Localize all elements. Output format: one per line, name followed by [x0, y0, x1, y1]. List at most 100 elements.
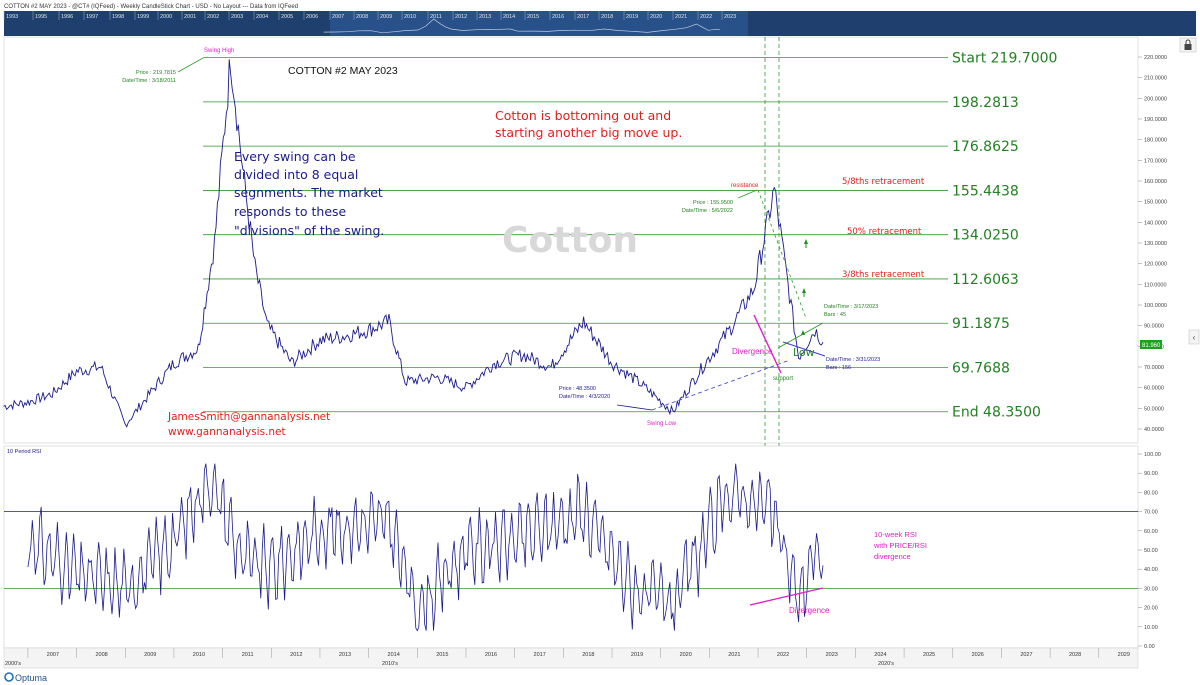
swing-note-4: responds to these: [234, 204, 347, 219]
rsi-y-tick-label: 90.00: [1144, 471, 1158, 477]
rsi-note-1: 10-week RSI: [874, 530, 917, 539]
rsi-note-2: with PRICE/RSI: [873, 541, 927, 550]
navigator-year-label: 2012: [455, 14, 467, 20]
price-y-tick-label: 100.0000: [1144, 303, 1167, 309]
gann-levels: Start 219.7000 198.2813 176.8625 155.4438 13…: [203, 51, 1057, 421]
rsi-y-tick-label: 0.00: [1144, 644, 1155, 650]
rsi-y-tick-label: 60.00: [1144, 529, 1158, 535]
price-y-tick-label: 60.0000: [1144, 386, 1164, 392]
swing-note-2: divided into 8 equal: [234, 167, 358, 182]
price-y-tick-label: 190.0000: [1144, 117, 1167, 123]
retracement-50-label: 50% retracement: [847, 227, 922, 237]
swing-note-5: "divisions" of the swing.: [234, 223, 384, 238]
retracement-38-label: 3/8ths retracement: [842, 270, 925, 280]
up-arrow-1: [804, 239, 808, 244]
navigator-years: 1993 1995 1996 1997 1998 1999 2000 2001 2002 2003…: [3, 11, 736, 20]
time-year-label: 2024: [874, 652, 886, 658]
last-price-label: 81.960: [1142, 343, 1161, 349]
contact-email[interactable]: JamesSmith@gannanalysis.net: [167, 411, 330, 423]
time-year-label: 2017: [534, 652, 546, 658]
contact-website[interactable]: www.gannanalysis.net: [168, 426, 286, 438]
low-label: Low: [793, 346, 815, 359]
swing-note-1: Every swing can be: [234, 149, 356, 164]
price-y-tick-label: 120.0000: [1144, 262, 1167, 268]
price-series: [3, 57, 824, 428]
time-year-label: 2008: [95, 652, 107, 658]
navigator-year-label: 2018: [601, 14, 613, 20]
navigator-year-label: 2016: [552, 14, 564, 20]
navigator-window[interactable]: [330, 11, 748, 36]
time-year-label: 2014: [388, 652, 400, 658]
optuma-logo: Optuma: [4, 672, 47, 683]
decade-label-2010s: 2010's: [382, 661, 398, 667]
navigator-year-label: 1997: [86, 14, 98, 20]
navigator-year-label: 2009: [380, 14, 392, 20]
level-label: 112.6063: [952, 272, 1019, 288]
navigator-year-label: 2011: [430, 14, 442, 20]
rsi-y-axis: 100.00 90.00 80.00 70.00 60.00 50.00 40.00 30.0…: [1138, 452, 1161, 650]
navigator-year-label: 1996: [61, 14, 73, 20]
retracement-58-label: 5/8ths retracement: [842, 177, 925, 187]
price-y-tick-label: 130.0000: [1144, 241, 1167, 247]
swing-high-label: Swing High: [204, 48, 234, 54]
price-y-tick-label: 110.0000: [1144, 282, 1167, 288]
rsi-title: 10 Period RSI: [7, 449, 42, 455]
price-y-axis: 220.0000 210.0000 200.0000 190.0000 180.0000…: [1138, 55, 1167, 433]
price-y-tick-label: 150.0000: [1144, 200, 1167, 206]
swing-low-label: Swing Low: [647, 421, 677, 427]
navigator-year-label: 2020: [650, 14, 662, 20]
swing-low-pointer: [616, 404, 653, 411]
navigator-year-label: 2006: [306, 14, 318, 20]
rsi-y-tick-label: 100.00: [1144, 452, 1161, 458]
bars-a-date: Date/Time : 3/17/2023: [824, 304, 878, 310]
rsi-panel: [3, 445, 1139, 649]
rsi-note-3: divergence: [874, 552, 911, 561]
price-y-tick-label: 220.0000: [1144, 55, 1167, 61]
time-year-label: 2023: [826, 652, 838, 658]
navigator-year-label: 2001: [184, 14, 196, 20]
panel-collapse-button[interactable]: [1188, 329, 1200, 345]
rsi-series: [27, 463, 824, 632]
bars-a-count: Bars : 45: [824, 312, 846, 318]
time-year-label: 2020: [680, 652, 692, 658]
level-label: 91.1875: [952, 316, 1010, 332]
divergence-price-label: Divergence: [732, 347, 773, 356]
rsi-y-tick-label: 30.00: [1144, 586, 1158, 592]
navigator-year-label: 2014: [503, 14, 515, 20]
divergence-price-line: [753, 314, 782, 374]
level-label: 69.7688: [952, 360, 1010, 376]
time-year-label: 2016: [485, 652, 497, 658]
time-year-label: 2013: [339, 652, 351, 658]
navigator-year-label: 2017: [577, 14, 589, 20]
trend-line-blue-dashed: [651, 359, 791, 411]
price-y-tick-label: 160.0000: [1144, 179, 1167, 185]
time-year-label: 2015: [436, 652, 448, 658]
price-panel: [3, 36, 1139, 444]
price-line: [3, 59, 824, 428]
navigator-year-label: 2004: [256, 14, 268, 20]
last-price-marker: [1140, 340, 1162, 349]
up-arrow-2: [802, 288, 806, 293]
chart-title: COTTON #2 MAY 2023: [288, 65, 398, 77]
bars-line-down: [782, 341, 826, 357]
time-year-label: 2029: [1118, 652, 1130, 658]
time-year-label: 2009: [144, 652, 156, 658]
rsi-y-tick-label: 40.00: [1144, 567, 1158, 573]
lock-icon: [1184, 39, 1192, 50]
rsi-y-tick-label: 70.00: [1144, 510, 1158, 516]
watermark: Cotton: [502, 220, 638, 261]
chevron-left-icon: ‹: [1193, 333, 1196, 342]
time-year-label: 2012: [290, 652, 302, 658]
navigator-year-label: 2015: [527, 14, 539, 20]
swing-high-date: Date/Time : 3/18/2011: [122, 78, 176, 84]
resistance-label: resistance: [731, 183, 759, 189]
level-label: 134.0250: [952, 228, 1019, 244]
price-y-tick-label: 170.0000: [1144, 158, 1167, 164]
price-y-tick-label: 90.0000: [1144, 324, 1164, 330]
rsi-y-tick-label: 80.00: [1144, 490, 1158, 496]
swing-low-date: Date/Time : 4/3/2020: [559, 394, 610, 400]
swing-note-3: segnments. The market: [234, 185, 383, 200]
navigator-year-label: 1999: [137, 14, 149, 20]
level-label: End 48.3500: [952, 405, 1041, 421]
